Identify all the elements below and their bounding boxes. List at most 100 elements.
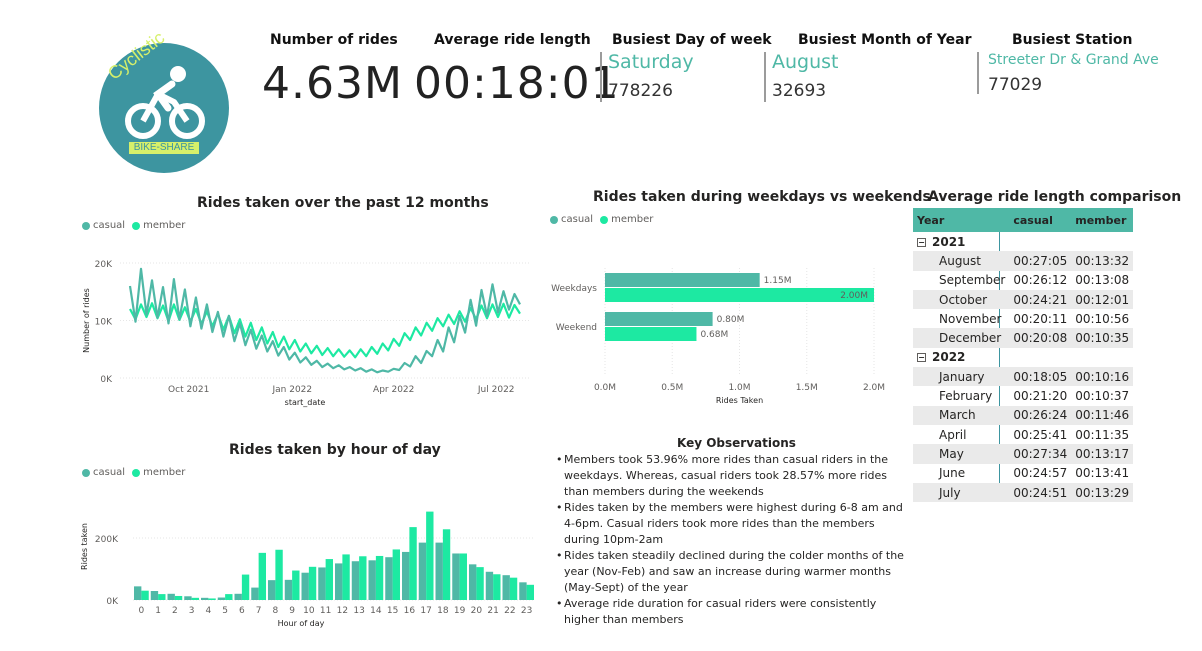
x-tick-label: 19 (454, 606, 466, 616)
casual-bar[interactable] (301, 572, 309, 600)
table-cell-casual: 00:27:05 (1009, 251, 1072, 271)
observation-item: Rides taken by the members were highest … (556, 500, 906, 548)
kpi-busiest-station-title: Busiest Station (1012, 32, 1133, 48)
casual-bar[interactable] (184, 596, 192, 600)
casual-bar[interactable] (605, 312, 713, 326)
casual-bar[interactable] (485, 571, 494, 600)
casual-bar[interactable] (234, 593, 242, 600)
table-cell-member: 00:12:01 (1071, 289, 1134, 310)
casual-bar[interactable] (605, 273, 760, 287)
member-bar[interactable] (392, 549, 400, 600)
casual-bar[interactable] (167, 593, 175, 600)
casual-series-line[interactable] (128, 267, 521, 374)
casual-bar[interactable] (368, 560, 376, 600)
member-bar[interactable] (292, 570, 300, 600)
casual-bar[interactable] (268, 580, 276, 600)
member-bar[interactable] (225, 594, 233, 600)
collapse-icon[interactable]: − (917, 237, 926, 247)
member-bar[interactable] (459, 553, 467, 600)
member-bar[interactable] (375, 555, 384, 600)
table-cell-month: April (939, 427, 967, 442)
casual-bar[interactable] (351, 561, 360, 600)
member-bar[interactable] (409, 527, 417, 600)
bike-logo-icon (99, 43, 229, 173)
y-axis-title: Rides taken (80, 523, 89, 570)
table-year-label: 2022 (932, 350, 966, 365)
member-bar[interactable] (442, 529, 451, 600)
casual-bar[interactable] (335, 563, 343, 600)
table-cell-member: 00:13:08 (1075, 273, 1130, 288)
logo-tagline: BIKE-SHARE (133, 142, 195, 153)
x-tick-label: 4 (206, 606, 212, 616)
member-bar[interactable] (191, 597, 199, 600)
x-axis-title: Hour of day (278, 619, 325, 628)
y-axis-title: Number of rides (82, 288, 91, 353)
member-bar[interactable] (141, 590, 149, 600)
casual-bar[interactable] (519, 582, 527, 600)
table-row: March 00:26:24 00:11:46 (913, 405, 1134, 425)
x-axis-title: start_date (285, 398, 326, 407)
legend-member-label: member (143, 220, 186, 231)
member-bar[interactable] (174, 595, 183, 600)
table-year-cell[interactable]: −2022 (913, 348, 1133, 367)
observation-item: Average ride duration for casual riders … (556, 596, 906, 628)
casual-bar[interactable] (452, 553, 460, 600)
table-year-row[interactable]: −2021 (913, 232, 1133, 251)
casual-bar[interactable] (150, 591, 159, 600)
table-cell-member: 00:11:35 (1075, 427, 1130, 442)
x-tick-label: 2.0M (863, 383, 885, 393)
member-series-line[interactable] (129, 302, 521, 359)
weekday-chart-legend: casual member (550, 214, 653, 225)
member-bar[interactable] (158, 594, 166, 600)
x-tick-label: 1 (155, 606, 161, 616)
member-bar[interactable] (493, 574, 501, 600)
member-bar[interactable] (509, 577, 518, 600)
member-bar[interactable] (275, 549, 283, 600)
table-header-casual[interactable]: casual (1009, 208, 1072, 232)
kpi-rides-title: Number of rides (270, 32, 398, 48)
x-tick-label: 0 (139, 606, 145, 616)
table-year-row[interactable]: −2022 (913, 348, 1133, 367)
table-cell-casual: 00:25:41 (1013, 427, 1068, 442)
table-year-cell[interactable]: −2021 (913, 232, 1133, 251)
table-cell-member: 00:13:17 (1071, 444, 1134, 464)
kpi-busiest-day-title: Busiest Day of week (612, 32, 772, 48)
table-cell-casual: 00:24:21 (1009, 289, 1072, 310)
member-bar[interactable] (476, 567, 484, 600)
member-bar[interactable] (208, 598, 216, 600)
casual-bar[interactable] (251, 587, 259, 600)
member-bar[interactable] (325, 559, 333, 600)
member-bar[interactable] (426, 511, 434, 600)
table-header-member[interactable]: member (1071, 208, 1134, 232)
member-bar[interactable] (526, 584, 534, 600)
casual-bar[interactable] (502, 575, 510, 600)
casual-bar[interactable] (385, 557, 393, 600)
member-bar[interactable] (605, 288, 874, 302)
member-bar[interactable] (308, 566, 317, 600)
y-tick-label: 0K (100, 375, 113, 385)
casual-bar[interactable] (469, 564, 477, 600)
member-bar[interactable] (359, 556, 367, 600)
table-cell-member: 00:10:56 (1075, 311, 1130, 326)
x-tick-label: Jul 2022 (477, 385, 515, 395)
kpi-busiest-station-value: Streeter Dr & Grand Ave (988, 52, 1159, 68)
casual-bar[interactable] (435, 542, 443, 600)
x-tick-label: 23 (521, 606, 532, 616)
table-cell-casual: 00:24:57 (1013, 466, 1068, 481)
casual-bar[interactable] (402, 551, 410, 600)
casual-bar[interactable] (418, 542, 427, 600)
member-bar[interactable] (241, 574, 250, 600)
member-bar[interactable] (605, 327, 697, 341)
member-bar[interactable] (258, 552, 266, 600)
casual-bar[interactable] (284, 579, 293, 600)
collapse-icon[interactable]: − (917, 353, 926, 363)
casual-bar[interactable] (201, 597, 209, 600)
casual-bar[interactable] (217, 597, 226, 600)
table-header-year[interactable]: Year (913, 208, 1010, 232)
casual-bar[interactable] (318, 567, 326, 600)
casual-bar[interactable] (134, 586, 142, 600)
member-bar[interactable] (342, 554, 350, 600)
table-cell-casual: 00:21:20 (1013, 389, 1068, 404)
x-tick-label: 10 (303, 606, 315, 616)
kpi-busiest-day-count: 778226 (608, 81, 673, 101)
